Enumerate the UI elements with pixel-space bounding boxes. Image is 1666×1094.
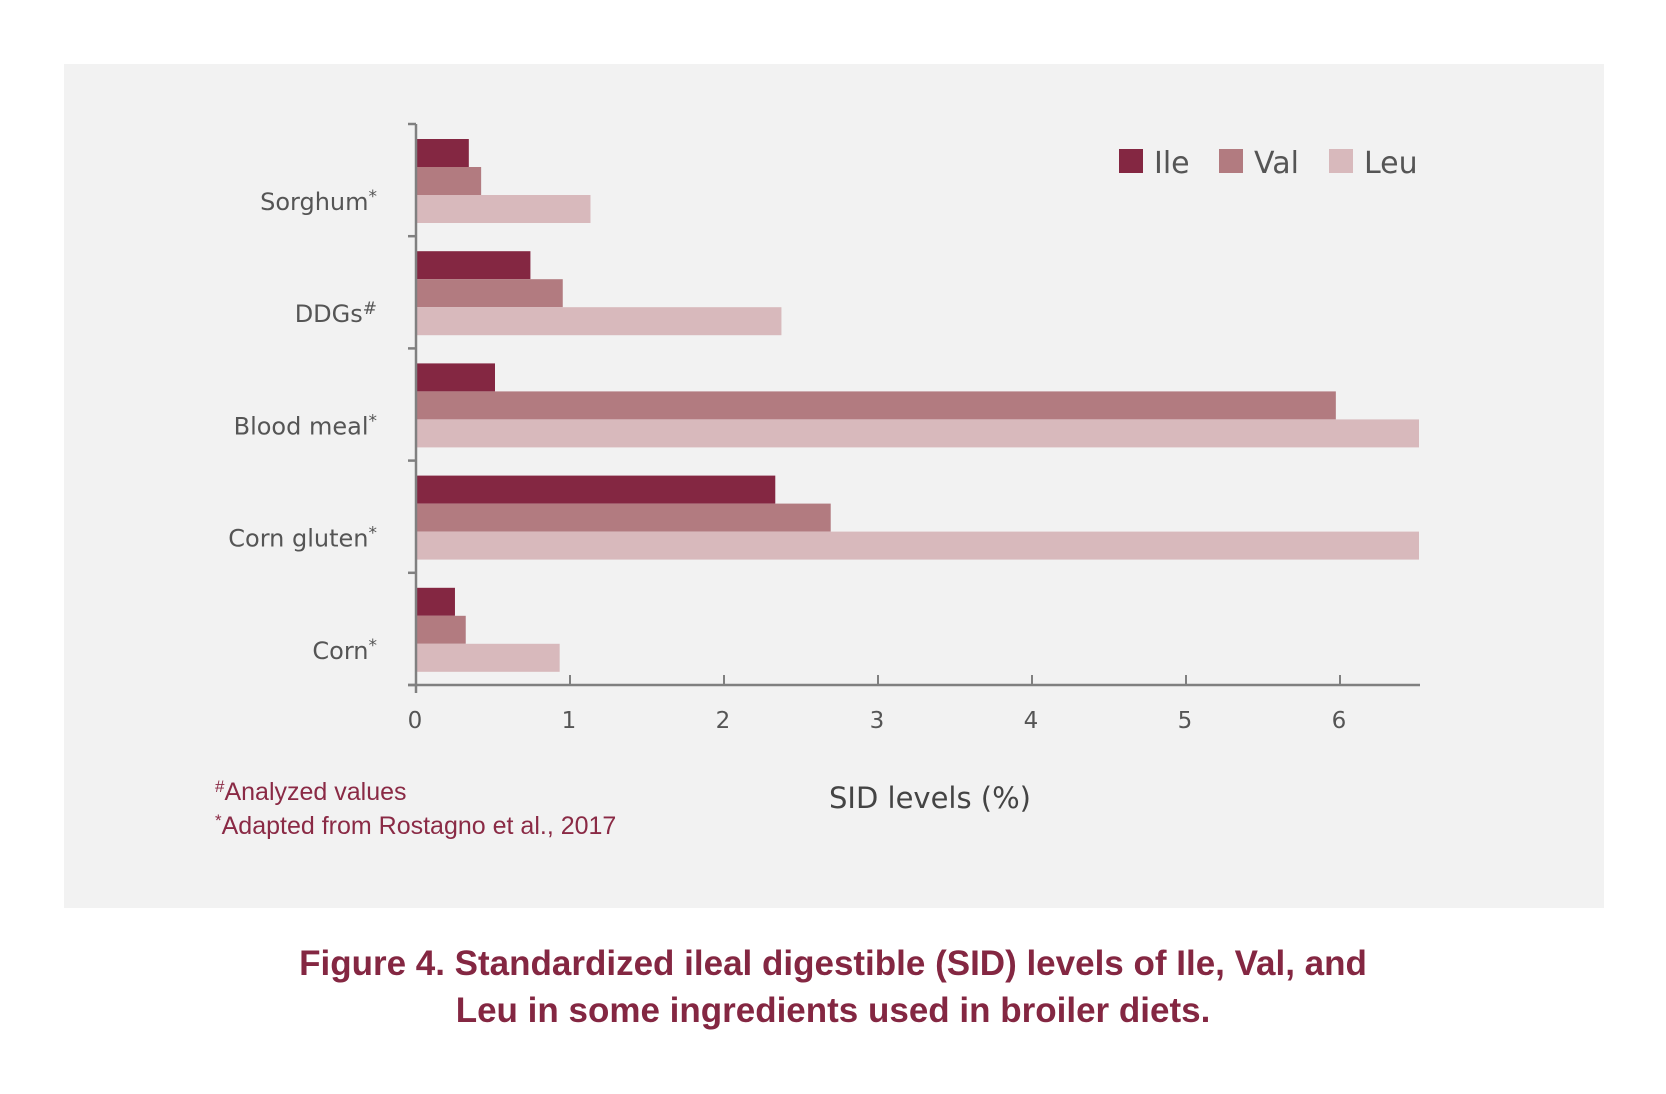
legend: Ile Val Leu [1119,146,1418,181]
footnote-adapted-text: Adapted from Rostagno et al., 2017 [222,812,617,840]
footnote-mark-star: * [215,811,222,830]
y-tick-label-corn-gluten: Corn gluten* [228,524,377,553]
legend-swatch-ile [1119,149,1143,173]
bar-blood-meal-val [416,391,1336,420]
bar-blood-meal-leu [416,419,1419,448]
footnote-mark-hash: # [215,777,225,796]
bar-ddgs-val [416,279,563,308]
bar-corn-val [416,615,466,644]
bar-sorghum-leu [416,195,591,223]
bar-sorghum-val [416,167,482,195]
bar-corn-gluten-val [416,503,831,532]
y-tick-label-corn: Corn* [312,636,377,665]
x-tick-label-6: 6 [1332,708,1347,734]
x-tick-label-1: 1 [562,708,577,734]
x-tick-label-2: 2 [716,708,731,734]
chart-panel [64,64,1604,908]
bar-sorghum-ile [416,139,469,167]
bar-ddgs-ile [416,251,531,280]
x-axis-label: SID levels (%) [829,781,1031,815]
bar-corn-gluten-leu [416,531,1419,560]
legend-swatch-leu [1329,149,1353,173]
bar-corn-gluten-ile [416,475,776,504]
legend-label-ile: Ile [1154,146,1190,181]
x-tick-label-5: 5 [1178,708,1193,734]
bars-group [416,139,1419,672]
legend-swatch-val [1219,149,1243,173]
footnote-analyzed: #Analyzed values [215,777,407,806]
caption-line-1: Figure 4. Standardized ileal digestible … [299,944,1367,983]
footnotes: #Analyzed values *Adapted from Rostagno … [215,777,616,840]
x-tick-label-4: 4 [1024,708,1039,734]
caption-line-2: Leu in some ingredients used in broiler … [455,991,1211,1030]
y-tick-label-blood-meal: Blood meal* [234,411,377,440]
bar-ddgs-leu [416,307,782,336]
footnote-adapted: *Adapted from Rostagno et al., 2017 [215,811,616,840]
x-tick-label-0: 0 [408,708,423,734]
bar-corn-leu [416,643,560,672]
legend-label-val: Val [1254,146,1299,181]
bar-corn-ile [416,587,455,616]
bar-blood-meal-ile [416,363,495,392]
y-tick-label-ddgs: DDGs# [295,299,377,328]
figure-caption: Figure 4. Standardized ileal digestible … [0,940,1666,1034]
y-tick-label-sorghum: Sorghum* [260,187,377,216]
x-tick-label-3: 3 [870,708,885,734]
footnote-analyzed-text: Analyzed values [224,778,406,806]
legend-label-leu: Leu [1364,146,1418,181]
axes-group: Sorghum* DDGs# Blood meal* Corn gluten* Corn… [228,122,1420,734]
